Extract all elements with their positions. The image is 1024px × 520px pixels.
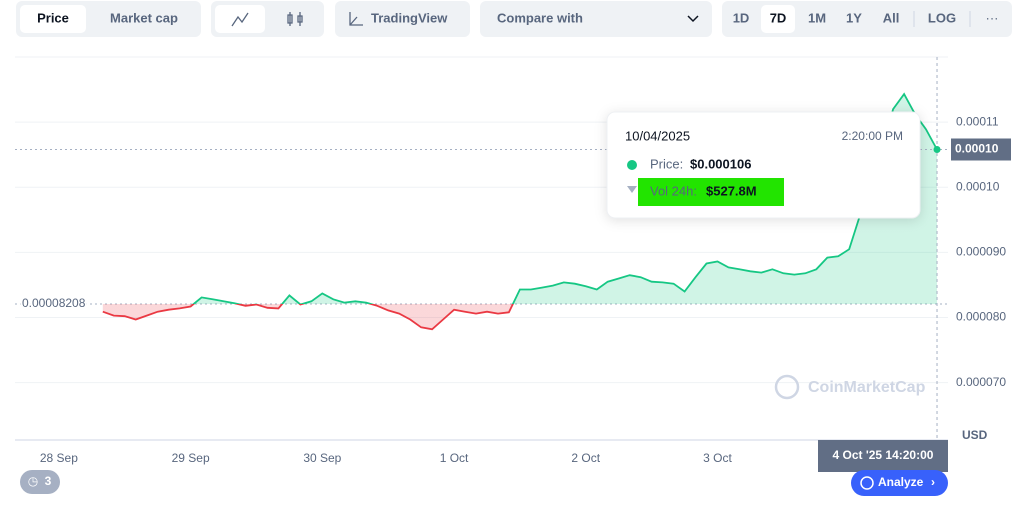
watermark: CoinMarketCap [808, 379, 926, 396]
y-tick-label: 0.000080 [956, 310, 1006, 324]
price-line [102, 92, 938, 331]
tooltip-vol: $527.8M [706, 183, 757, 198]
analyze-label[interactable]: Analyze [878, 475, 924, 489]
chevron [687, 15, 699, 23]
more-btn[interactable]: ··· [986, 10, 999, 25]
tab-active[interactable] [20, 5, 86, 33]
tooltip-vol-label: Vol 24h: [650, 183, 697, 198]
baseline-label: 0.00008208 [22, 296, 86, 310]
log-btn[interactable]: LOG [928, 10, 956, 25]
range-btn[interactable]: 7D [770, 10, 787, 25]
tradingview-label[interactable]: TradingView [371, 10, 448, 25]
x-tick-label: 3 Oct [703, 451, 732, 465]
x-tick-label: 28 Sep [40, 451, 78, 465]
range-btn[interactable]: 1Y [846, 10, 862, 25]
range-btn[interactable]: 1D [733, 10, 750, 25]
x-tick-label: 29 Sep [172, 451, 210, 465]
x-tick-label: 2 Oct [571, 451, 600, 465]
candle-icon[interactable] [287, 12, 303, 26]
history-icon: ◷ [28, 474, 38, 488]
range-active[interactable] [761, 5, 795, 33]
crosshair-box [818, 440, 948, 472]
y-tick-label: 0.000090 [956, 245, 1006, 259]
current-label: 0.00010 [955, 142, 999, 156]
x-tick-label: 1 Oct [440, 451, 469, 465]
x-tick-label: 30 Sep [303, 451, 341, 465]
area [102, 94, 938, 330]
tooltip: 10/04/2025 2:20:00 PM Price: $0.000106 V… [606, 111, 921, 219]
tab[interactable]: Market cap [110, 10, 178, 25]
hover-dot [933, 145, 941, 153]
tooltip-price-label: Price: [650, 156, 683, 171]
analyze-arrow: › [931, 475, 935, 489]
line-icon [231, 12, 249, 27]
tooltip-price: $0.000106 [690, 156, 751, 171]
range-btn[interactable]: 1M [808, 10, 826, 25]
y-tick-label: 0.00011 [956, 114, 999, 128]
range-btn[interactable]: All [883, 10, 900, 25]
tooltip-date: 10/04/2025 [625, 128, 690, 143]
analyze-btn[interactable] [851, 470, 948, 496]
history-count[interactable]: 3 [45, 474, 52, 488]
compare-label[interactable]: Compare with [497, 10, 583, 25]
tv-icon [349, 12, 363, 26]
history-btn[interactable] [20, 470, 60, 494]
tab[interactable]: Price [37, 10, 69, 25]
unit-label: USD [962, 428, 988, 442]
crosshair-label: 4 Oct '25 14:20:00 [833, 448, 934, 462]
vol-icon [627, 186, 637, 193]
tradingview-btn[interactable] [335, 1, 470, 37]
tooltip-time: 2:20:00 PM [842, 129, 903, 143]
compare-dropdown[interactable] [480, 1, 712, 37]
dot [627, 160, 637, 170]
y-tick-label: 0.00010 [956, 179, 1000, 193]
y-tick-label: 0.000070 [956, 375, 1006, 389]
highlight [638, 178, 784, 206]
current-box [951, 138, 1011, 161]
watermark-logo [774, 374, 800, 400]
analyze-icon [860, 476, 874, 490]
